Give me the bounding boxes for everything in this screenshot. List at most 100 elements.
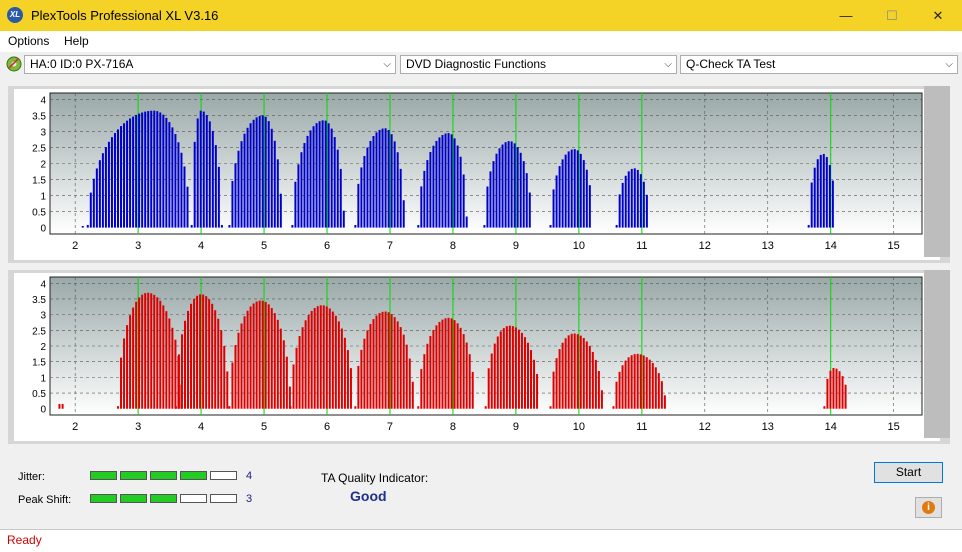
- jitter-bar: [150, 293, 153, 409]
- jitter-bar: [234, 344, 237, 409]
- jitter-bar: [205, 296, 208, 409]
- y-tick-label: 0.5: [32, 208, 46, 219]
- chevron-down-icon: ⌵: [945, 59, 953, 70]
- jitter-level-segment: [120, 471, 147, 480]
- jitter-bar: [217, 166, 220, 228]
- jitter-bar: [177, 354, 180, 409]
- jitter-bar: [92, 178, 95, 228]
- x-tick-label: 14: [825, 421, 837, 433]
- x-tick-label: 8: [450, 240, 456, 252]
- jitter-bar: [627, 357, 630, 409]
- jitter-bar: [496, 336, 499, 409]
- info-button[interactable]: i: [915, 497, 942, 518]
- y-tick-label: 0: [40, 405, 46, 416]
- jitter-bar: [363, 338, 366, 409]
- jitter-bar: [511, 326, 514, 409]
- jitter-bar: [639, 354, 642, 409]
- jitter-bar: [396, 152, 399, 228]
- jitter-bar: [138, 113, 141, 228]
- jitter-bar: [86, 225, 89, 228]
- jitter-bar: [420, 369, 423, 409]
- jitter-bar: [147, 111, 150, 228]
- jitter-bar: [829, 370, 832, 409]
- jitter-bar: [393, 141, 396, 228]
- jitter-bar: [316, 306, 319, 409]
- jitter-bar: [292, 364, 295, 409]
- jitter-bar: [297, 164, 300, 228]
- menu-options[interactable]: Options: [8, 34, 50, 48]
- jitter-bar: [144, 111, 147, 228]
- jitter-bar: [321, 120, 324, 228]
- jitter-bar: [498, 148, 501, 228]
- y-tick-label: 4: [40, 95, 46, 106]
- jitter-bar: [567, 335, 570, 409]
- jitter-bar: [423, 170, 426, 228]
- jitter-bar: [633, 168, 636, 228]
- jitter-bar: [630, 355, 633, 409]
- y-tick-label: 0: [40, 224, 46, 235]
- jitter-bar: [156, 297, 159, 409]
- ta-quality-label: TA Quality Indicator:: [321, 471, 429, 485]
- jitter-bar: [240, 141, 243, 228]
- jitter-bar: [579, 335, 582, 409]
- jitter-bar: [255, 301, 258, 409]
- start-button[interactable]: Start: [874, 462, 943, 483]
- jitter-bar: [337, 321, 340, 409]
- y-tick-label: 1.5: [32, 358, 46, 369]
- jitter-bar: [357, 365, 360, 409]
- drive-select[interactable]: HA:0 ID:0 PX-716A ⌵: [24, 55, 396, 74]
- x-tick-label: 13: [762, 240, 774, 252]
- jitter-bar: [217, 318, 220, 409]
- jitter-bar: [141, 294, 144, 409]
- x-tick-label: 7: [387, 240, 393, 252]
- jitter-bar: [552, 189, 555, 228]
- test-select[interactable]: Q-Check TA Test ⌵: [680, 55, 958, 74]
- jitter-bar: [214, 145, 217, 228]
- jitter-bar: [120, 357, 123, 409]
- jitter-bar: [447, 317, 450, 409]
- jitter-bar: [132, 116, 135, 228]
- jitter-bar: [618, 371, 621, 409]
- x-tick-label: 14: [825, 240, 837, 252]
- x-tick-label: 15: [888, 421, 900, 433]
- jitter-bar: [153, 294, 156, 409]
- jitter-bar: [399, 327, 402, 409]
- jitter-bar: [501, 144, 504, 228]
- minimize-button[interactable]: —: [839, 8, 853, 23]
- jitter-bar: [573, 333, 576, 409]
- jitter-bar: [651, 362, 654, 409]
- jitter-bar: [402, 334, 405, 409]
- jitter-bar: [331, 311, 334, 409]
- jitter-bar: [588, 185, 591, 228]
- jitter-bar: [663, 395, 666, 409]
- jitter-bar: [492, 161, 495, 228]
- jitter-bar: [660, 381, 663, 409]
- menu-help[interactable]: Help: [64, 34, 89, 48]
- jitter-bar: [489, 171, 492, 228]
- jitter-bar: [558, 166, 561, 228]
- jitter-bar: [231, 180, 234, 228]
- jitter-bar: [585, 341, 588, 409]
- top-jitter-chart: 0 0.5 1 1.5 2 2.5 3 3.5 4 2 3 4 5 6 7 8 9 10 11 12 13 14 15: [8, 86, 950, 263]
- jitter-bar: [89, 192, 92, 228]
- jitter-bar: [823, 406, 826, 409]
- function-select[interactable]: DVD Diagnostic Functions ⌵: [400, 55, 677, 74]
- jitter-bar: [249, 123, 252, 228]
- peak-shift-level-segment: [180, 494, 207, 503]
- close-button[interactable]: ✕: [932, 8, 944, 23]
- jitter-bar: [465, 216, 468, 228]
- jitter-bar: [838, 371, 841, 409]
- jitter-bar: [183, 320, 186, 409]
- x-tick-label: 10: [573, 240, 585, 252]
- maximize-button[interactable]: ☐: [886, 8, 898, 23]
- jitter-bar: [471, 371, 474, 409]
- chevron-down-icon: ⌵: [383, 59, 391, 70]
- x-tick-label: 7: [387, 421, 393, 433]
- jitter-bar: [369, 140, 372, 228]
- jitter-bar: [205, 115, 208, 228]
- jitter-bar: [555, 175, 558, 228]
- jitter-bar: [138, 297, 141, 409]
- y-tick-label: 3: [40, 127, 46, 138]
- jitter-bar: [393, 317, 396, 409]
- jitter-bar: [310, 310, 313, 409]
